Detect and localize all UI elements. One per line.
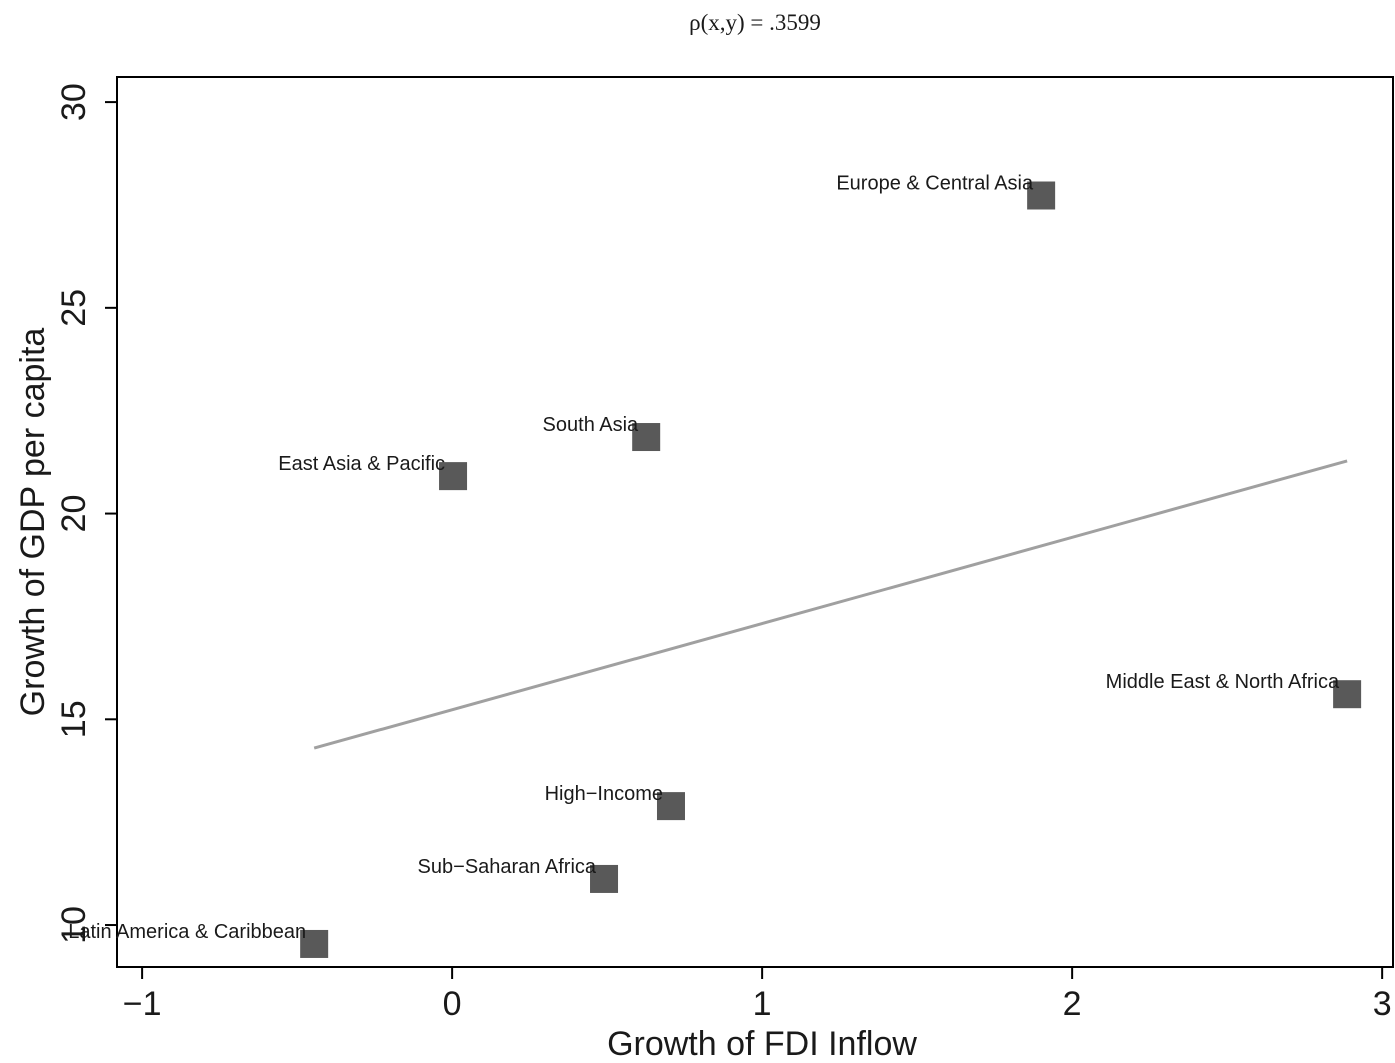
x-tick-label: 1 [753,985,772,1023]
point [632,423,661,452]
point-label: High−Income [545,783,663,805]
fit-line [313,459,1348,750]
point-label: East Asia & Pacific [278,453,445,475]
point-label: Latin America & Caribbean [68,921,306,943]
point [1027,181,1056,210]
y-tick-label: 15 [55,700,93,738]
point-label: Europe & Central Asia [836,173,1034,195]
point [590,864,619,893]
x-tick-label: 3 [1373,985,1392,1023]
x-axis-title: Growth of FDI Inflow [607,1025,917,1063]
y-tick-label: 30 [55,83,93,121]
y-tick-label: 25 [55,289,93,327]
plot-frame [116,76,1394,968]
y-axis-title: Growth of GDP per capita [14,328,52,717]
point-label: Sub−Saharan Africa [418,856,597,878]
point-label: Middle East & North Africa [1106,671,1340,693]
y-tick-label: 10 [55,906,93,944]
point [656,792,685,821]
point [300,929,329,958]
point-label: South Asia [543,414,640,436]
point [439,462,468,491]
x-tick-label: 0 [443,985,462,1023]
y-tick-label: 20 [55,495,93,533]
point [1333,680,1362,709]
x-tick-label: 2 [1063,985,1082,1023]
x-tick-label: −1 [123,985,162,1023]
chart-title: ρ(x,y) = .3599 [689,10,821,35]
